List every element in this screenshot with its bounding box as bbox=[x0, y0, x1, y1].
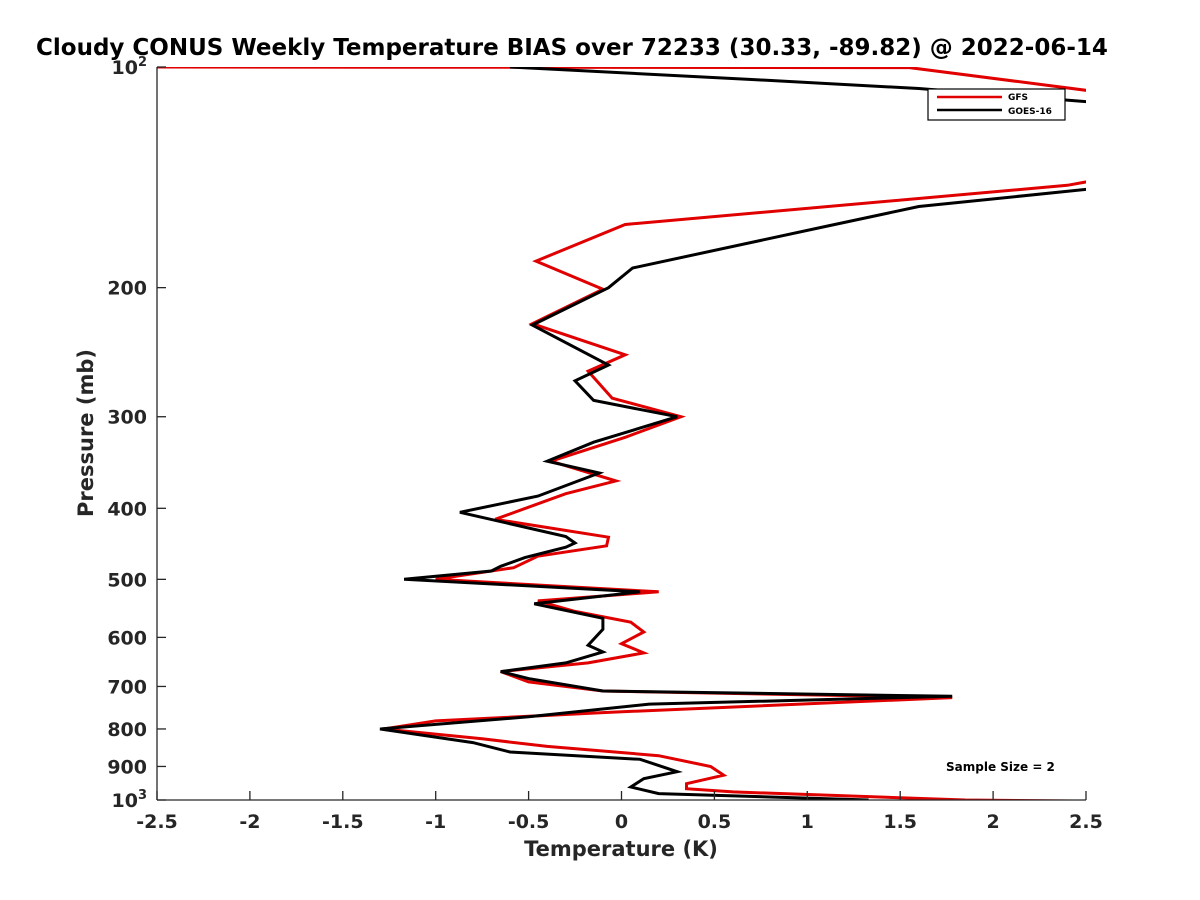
x-tick-label: -0.5 bbox=[508, 811, 550, 833]
y-tick-label: 400 bbox=[107, 498, 147, 520]
y-tick-label: 200 bbox=[107, 278, 147, 300]
y-tick-label: 800 bbox=[107, 719, 147, 741]
y-tick-label: 700 bbox=[107, 676, 147, 698]
x-tick-label: 0.5 bbox=[698, 811, 732, 833]
chart-title: Cloudy CONUS Weekly Temperature BIAS ove… bbox=[36, 35, 1108, 61]
y-tick-label: 102 bbox=[112, 55, 148, 79]
legend: GFS GOES-16 bbox=[927, 88, 1066, 121]
x-tick-label: 1 bbox=[801, 811, 814, 833]
y-tick-label: 600 bbox=[107, 627, 147, 649]
series-layer bbox=[157, 67, 1086, 800]
y-axis-label: Pressure (mb) bbox=[74, 349, 98, 517]
x-axis-label: Temperature (K) bbox=[524, 837, 718, 861]
y-tick-label: 900 bbox=[107, 756, 147, 778]
x-tick-label: 2 bbox=[986, 811, 999, 833]
x-tick-label: 2.5 bbox=[1069, 811, 1103, 833]
x-tick-label: -2.5 bbox=[136, 811, 178, 833]
y-tick-label: 300 bbox=[107, 407, 147, 429]
x-tick-label: 0 bbox=[615, 811, 628, 833]
x-tick-label: -1.5 bbox=[322, 811, 364, 833]
legend-label-gfs: GFS bbox=[1008, 93, 1028, 103]
y-tick-label: 103 bbox=[112, 788, 148, 812]
y-ticks: 102 200 300 400 500 600 700 800 900 103 bbox=[107, 55, 166, 812]
series-line-goes-16 bbox=[379, 67, 1086, 800]
legend-label-goes-16: GOES-16 bbox=[1008, 107, 1052, 117]
x-tick-label: -1 bbox=[425, 811, 446, 833]
legend-box bbox=[927, 88, 1066, 121]
sample-size-annotation: Sample Size = 2 bbox=[946, 760, 1055, 774]
y-tick-label: 500 bbox=[107, 569, 147, 591]
x-tick-label: -2 bbox=[239, 811, 260, 833]
x-tick-label: 1.5 bbox=[883, 811, 917, 833]
x-ticks: -2.5 -2 -1.5 -1 -0.5 0 0.5 1 1.5 2 2.5 bbox=[136, 791, 1103, 833]
